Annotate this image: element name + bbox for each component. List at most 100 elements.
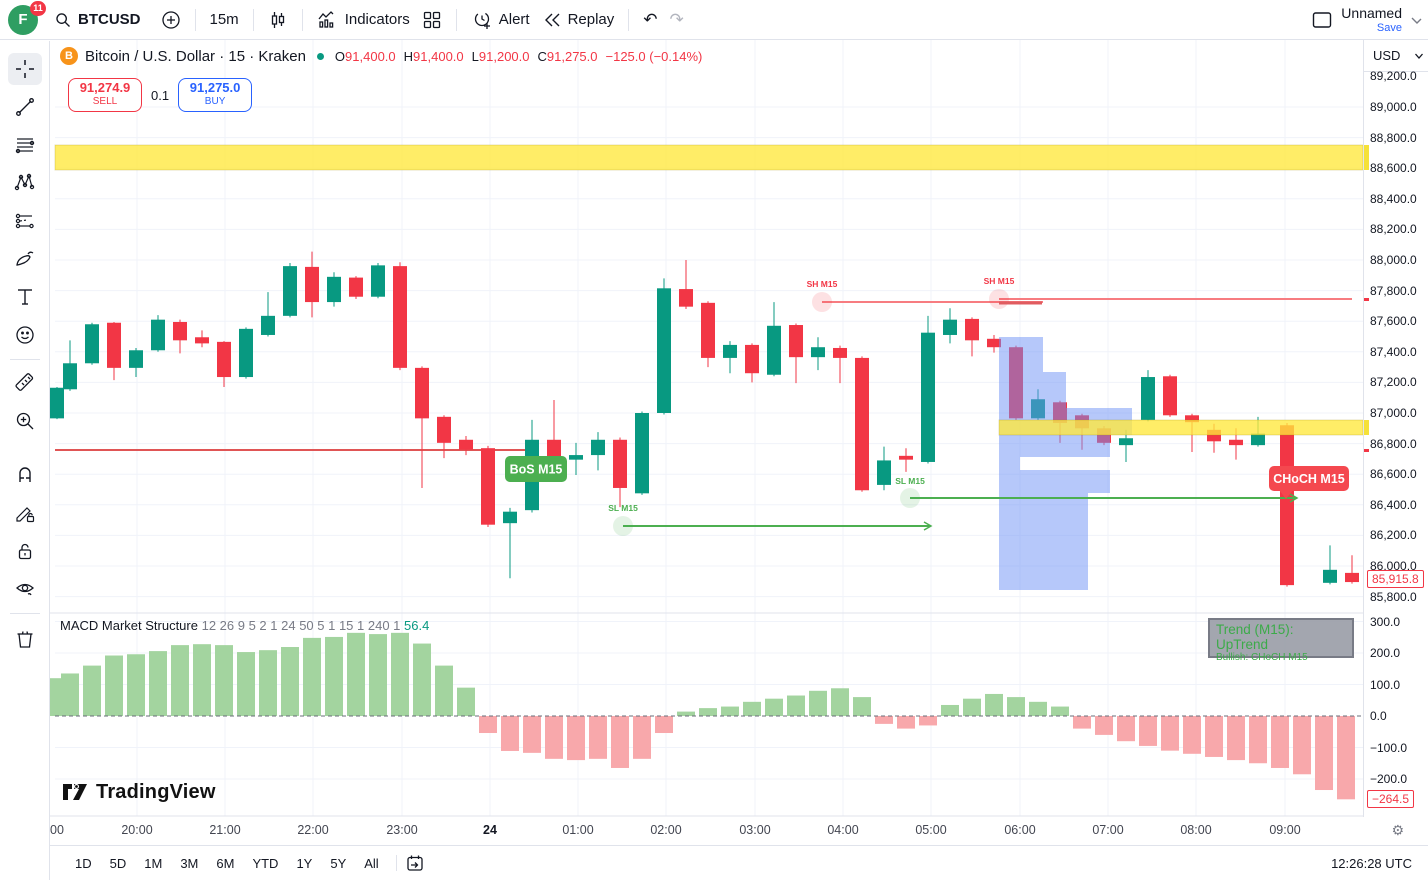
tool-forecast[interactable] bbox=[8, 205, 42, 237]
go-to-date-icon[interactable] bbox=[405, 853, 425, 873]
eye-icon bbox=[16, 583, 34, 596]
layout-icon[interactable] bbox=[1311, 10, 1333, 30]
indicators-button[interactable]: Indicators bbox=[311, 6, 416, 34]
last-price-label: 85,915.8 bbox=[1367, 569, 1424, 588]
time-tick: 21:00 bbox=[209, 823, 241, 837]
price-tick: 88,000.0 bbox=[1370, 253, 1417, 267]
trend-line2: Bullish: CHoCH M15 bbox=[1216, 652, 1308, 663]
time-tick: 22:00 bbox=[297, 823, 329, 837]
bottom-bar: 1D 5D 1M 3M 6M YTD 1Y 5Y All 12:26:28 UTC bbox=[50, 846, 1428, 880]
range-button-6m[interactable]: 6M bbox=[216, 855, 235, 871]
range-button-1d[interactable]: 1D bbox=[75, 855, 92, 871]
range-button-3m[interactable]: 3M bbox=[180, 855, 199, 871]
chart-canvas[interactable]: SH M15 SH M15 SL M15 SL M15 BoS M15 CHoCH M15 bbox=[50, 40, 1363, 817]
tool-trend-line[interactable] bbox=[8, 91, 42, 123]
interval-button[interactable]: 15m bbox=[204, 6, 245, 34]
structure-badges: BoS M15 CHoCH M15 bbox=[505, 456, 1349, 499]
alert-button[interactable]: Alert bbox=[465, 6, 536, 34]
tool-ruler[interactable] bbox=[8, 367, 42, 399]
range-button-ytd[interactable]: YTD bbox=[252, 855, 279, 871]
buy-button[interactable]: 91,275.0 BUY bbox=[178, 78, 253, 112]
bottom-separator bbox=[395, 855, 397, 871]
tool-drawing-mode-lock[interactable] bbox=[8, 497, 42, 529]
currency-label: USD bbox=[1373, 48, 1401, 63]
svg-text:BoS M15: BoS M15 bbox=[510, 463, 563, 477]
clock-utc[interactable]: 12:26:28 UTC bbox=[1331, 855, 1412, 871]
price-tick: 87,800.0 bbox=[1370, 283, 1417, 298]
sh-line-1-label: SH M15 bbox=[807, 279, 838, 289]
market-status-dot bbox=[316, 52, 324, 60]
layout-name-block[interactable]: Unnamed Save bbox=[1341, 5, 1402, 34]
price-tick: 88,600.0 bbox=[1370, 161, 1417, 176]
sell-button[interactable]: 91,274.9 SELL bbox=[68, 78, 142, 112]
tool-text[interactable] bbox=[8, 281, 42, 313]
symbol-title[interactable]: Bitcoin / U.S. Dollar · 15 · Kraken bbox=[85, 47, 306, 65]
save-button[interactable]: Save bbox=[1376, 21, 1402, 34]
text-icon bbox=[18, 289, 32, 305]
lock-icon bbox=[18, 543, 32, 560]
replay-button[interactable]: Replay bbox=[536, 6, 621, 34]
time-tick: 03:00 bbox=[739, 823, 771, 837]
tool-crosshair[interactable] bbox=[8, 53, 42, 85]
change-value: −125.0 (−0.14%) bbox=[605, 48, 703, 64]
macd-histogram bbox=[50, 632, 1363, 800]
ruler-icon bbox=[15, 373, 34, 391]
magnet-icon bbox=[19, 467, 31, 482]
user-avatar[interactable]: F 11 bbox=[8, 0, 46, 35]
gear-icon[interactable]: ⚙ bbox=[1391, 822, 1404, 838]
trend-status-box: Trend (M15): UpTrend Bullish: CHoCH M15 bbox=[1208, 618, 1354, 663]
time-tick: 08:00 bbox=[1180, 823, 1212, 837]
currency-toggle[interactable]: USD bbox=[1364, 40, 1428, 72]
chart-type-button[interactable] bbox=[262, 6, 294, 34]
tool-zoom-in[interactable] bbox=[8, 405, 42, 437]
alert-label: Alert bbox=[498, 11, 530, 28]
macd-indicator-row[interactable]: MACD Market Structure 12 26 9 5 2 1 24 5… bbox=[60, 618, 429, 633]
range-button-all[interactable]: All bbox=[364, 855, 379, 871]
range-button-5d[interactable]: 5D bbox=[109, 855, 127, 871]
symbol-info-row[interactable]: B Bitcoin / U.S. Dollar · 15 · Kraken O9… bbox=[60, 47, 702, 65]
symbol-search[interactable]: BTCUSD bbox=[48, 6, 147, 34]
alert-clock-icon bbox=[474, 11, 490, 29]
tool-brush[interactable] bbox=[8, 243, 42, 275]
macd-title: MACD Market Structure bbox=[60, 618, 198, 633]
tool-emoji[interactable] bbox=[8, 319, 42, 351]
sh-line-2-label: SH M15 bbox=[984, 276, 1015, 286]
tool-hide-drawings[interactable] bbox=[8, 573, 42, 605]
range-button-1m[interactable]: 1M bbox=[144, 855, 163, 871]
time-axis[interactable]: ⚙ 00 20:00 21:00 22:00 23:00 24 01:00 02:00 03:0… bbox=[50, 817, 1428, 846]
price-tick: 87,000.0 bbox=[1370, 406, 1417, 420]
tradingview-logo-icon bbox=[63, 784, 87, 800]
indicators-label: Indicators bbox=[344, 11, 410, 28]
order-panel: 91,274.9 SELL 0.1 91,275.0 BUY bbox=[68, 78, 253, 112]
undo-button[interactable]: ↶ bbox=[637, 6, 663, 34]
sell-price: 91,274.9 bbox=[79, 80, 131, 95]
indicators-icon bbox=[318, 10, 334, 28]
zoom-in-icon bbox=[16, 412, 34, 430]
choch-badge bbox=[1269, 466, 1349, 491]
range-button-5y[interactable]: 5Y bbox=[330, 855, 347, 871]
tool-trash[interactable] bbox=[8, 623, 42, 655]
compare-add-button[interactable] bbox=[155, 6, 187, 34]
tradingview-watermark: TradingView bbox=[62, 780, 216, 804]
emoji-icon bbox=[16, 326, 34, 344]
trend-line1: Trend (M15): UpTrend bbox=[1216, 622, 1294, 652]
high-value: 91,400.0 bbox=[413, 48, 464, 64]
time-tick: 05:00 bbox=[915, 823, 947, 837]
tool-xabcd-pattern[interactable] bbox=[8, 167, 42, 199]
price-axis[interactable]: USD 89,200.0 89,000.0 88,800.0 88,600.0 88,4… bbox=[1363, 40, 1428, 817]
quantity-field[interactable]: 0.1 bbox=[151, 87, 170, 103]
pencil-lock-icon bbox=[16, 507, 35, 523]
tool-magnet[interactable] bbox=[8, 459, 42, 491]
price-tick: 89,000.0 bbox=[1370, 100, 1417, 114]
indicator-templates-button[interactable] bbox=[416, 6, 448, 34]
chevron-down-icon[interactable] bbox=[1410, 14, 1422, 26]
macd-value: 56.4 bbox=[404, 618, 430, 633]
redo-button[interactable]: ↷ bbox=[664, 6, 690, 34]
crosshair-icon bbox=[16, 60, 34, 78]
tool-lock-all[interactable] bbox=[8, 535, 42, 567]
undo-icon: ↶ bbox=[643, 9, 658, 29]
range-button-1y[interactable]: 1Y bbox=[296, 855, 313, 871]
tool-fib-retracement[interactable] bbox=[8, 129, 42, 161]
time-tick: 09:00 bbox=[1269, 823, 1301, 837]
notification-badge: 11 bbox=[30, 0, 46, 16]
